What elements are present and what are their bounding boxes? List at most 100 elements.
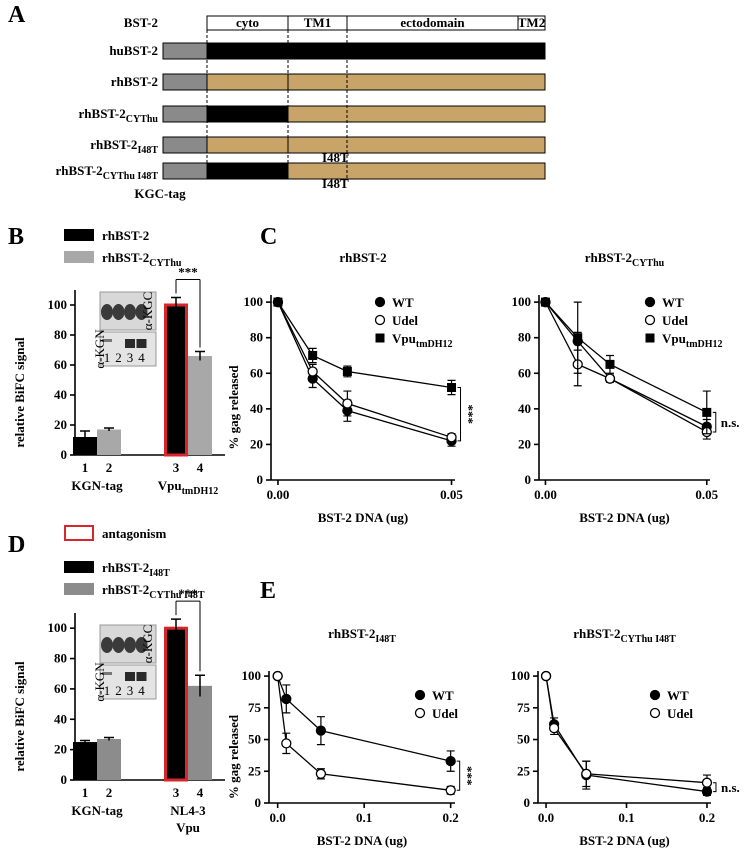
bar bbox=[97, 739, 121, 780]
marker bbox=[445, 785, 456, 796]
blot-band bbox=[125, 672, 135, 681]
blot-bottom bbox=[99, 331, 157, 367]
blot-band bbox=[112, 304, 125, 320]
lane-label: 1 bbox=[104, 683, 111, 698]
x-tick-label: 0.05 bbox=[695, 487, 718, 502]
y-tick-label: 40 bbox=[250, 401, 263, 416]
category-label: NL4-3 Vpu bbox=[170, 803, 206, 835]
legend-label-main: WT bbox=[667, 688, 689, 703]
row-label: rhBST-2CYThu bbox=[79, 106, 159, 125]
marker bbox=[445, 755, 456, 767]
y-tick-label: 50 bbox=[248, 732, 261, 747]
bar bbox=[97, 429, 121, 455]
y-tick-label: 40 bbox=[54, 387, 67, 402]
legend-label: VputmDH12 bbox=[662, 331, 723, 350]
domain-label: ectodomain bbox=[400, 15, 465, 30]
legend-label-main: WT bbox=[392, 295, 414, 310]
tag-box bbox=[162, 105, 208, 123]
x-axis-label: BST-2 DNA (ug) bbox=[318, 510, 409, 525]
legend-label: Udel bbox=[432, 706, 458, 721]
significance-bracket bbox=[175, 279, 201, 348]
significance-label: *** bbox=[465, 404, 480, 424]
cyto-box bbox=[206, 136, 289, 154]
bar bbox=[73, 437, 97, 455]
chart-title-main: rhBST-2 bbox=[585, 250, 632, 265]
lane-label: 4 bbox=[138, 350, 145, 365]
lane-label: 4 bbox=[138, 683, 145, 698]
bar bbox=[188, 685, 212, 780]
bar-number: 4 bbox=[197, 785, 204, 800]
domain-label: cyto bbox=[236, 15, 259, 30]
marker bbox=[315, 768, 327, 779]
legend-label: VputmDH12 bbox=[392, 331, 453, 350]
error-bar bbox=[195, 350, 205, 361]
y-tick-label: 40 bbox=[518, 401, 531, 416]
error-bar bbox=[80, 739, 90, 744]
blot-band bbox=[112, 637, 125, 653]
legend-swatch bbox=[64, 229, 94, 241]
domain-label: TM2 bbox=[518, 15, 545, 30]
x-tick-label: 0.0 bbox=[270, 810, 286, 825]
y-tick-label: 80 bbox=[518, 330, 531, 345]
y-tick-label: 60 bbox=[54, 357, 67, 372]
significance-bracket bbox=[175, 600, 201, 672]
x-tick-label: 0.2 bbox=[443, 810, 459, 825]
legend-label: Udel bbox=[662, 313, 688, 328]
y-tick-label: 40 bbox=[54, 711, 67, 726]
rest-box bbox=[287, 42, 546, 60]
marker bbox=[605, 359, 615, 369]
significance-label: *** bbox=[178, 586, 198, 601]
y-tick-label: 60 bbox=[54, 681, 67, 696]
significance-bracket bbox=[712, 782, 717, 793]
legend-marker bbox=[645, 333, 655, 343]
legend-label: WT bbox=[662, 295, 684, 310]
y-tick-label: 100 bbox=[48, 620, 68, 635]
bar-number: 2 bbox=[106, 785, 113, 800]
row-label-main: rhBST-2 bbox=[111, 74, 158, 89]
highlight-label: antagonism bbox=[102, 526, 166, 541]
panel-label: C bbox=[260, 224, 277, 250]
tag-label: KGC-tag bbox=[134, 186, 186, 201]
y-tick-label: 75 bbox=[517, 700, 531, 715]
blot-band bbox=[124, 637, 136, 653]
row-label-main: rhBST-2 bbox=[55, 163, 102, 178]
error-bar bbox=[80, 430, 90, 443]
legend-marker bbox=[644, 314, 656, 326]
y-tick-label: 0 bbox=[255, 795, 262, 810]
bar-number: 3 bbox=[173, 785, 180, 800]
x-tick-label: 0.00 bbox=[267, 487, 290, 502]
line bbox=[544, 301, 708, 428]
legend-label-sub: I48T bbox=[149, 568, 170, 579]
antibody-label: α-KGC bbox=[140, 625, 155, 664]
bar-number: 3 bbox=[173, 460, 180, 475]
row-label-sub: CYThu I48T bbox=[103, 171, 159, 182]
row-label-main: rhBST-2 bbox=[90, 137, 137, 152]
y-tick-label: 100 bbox=[48, 297, 68, 312]
bar bbox=[188, 356, 212, 455]
legend-label: Udel bbox=[392, 313, 418, 328]
x-tick-label: 0.1 bbox=[618, 810, 634, 825]
legend-label: rhBST-2CYThu I48T bbox=[102, 582, 205, 601]
x-tick-label: 0.1 bbox=[356, 810, 372, 825]
x-axis-label: BST-2 DNA (ug) bbox=[317, 833, 408, 848]
lane-label: 2 bbox=[115, 350, 122, 365]
tag-box bbox=[162, 162, 208, 180]
y-tick-label: 20 bbox=[54, 417, 67, 432]
blot-band bbox=[101, 637, 113, 653]
x-axis-label: BST-2 DNA (ug) bbox=[579, 510, 670, 525]
marker bbox=[272, 670, 283, 682]
y-tick-label: 25 bbox=[517, 763, 531, 778]
bar bbox=[73, 742, 97, 780]
row-label-main: huBST-2 bbox=[109, 43, 158, 58]
marker bbox=[702, 407, 712, 417]
significance-label: n.s. bbox=[721, 780, 740, 795]
row-label-sub: CYThu bbox=[126, 114, 159, 125]
chart-title: rhBST-2I48T bbox=[328, 626, 396, 645]
marker bbox=[581, 768, 592, 779]
legend-label: WT bbox=[432, 688, 454, 703]
category-label-main: Vpu bbox=[158, 478, 182, 493]
blot-band bbox=[125, 339, 135, 348]
marker bbox=[540, 670, 552, 682]
legend-marker bbox=[649, 707, 661, 719]
